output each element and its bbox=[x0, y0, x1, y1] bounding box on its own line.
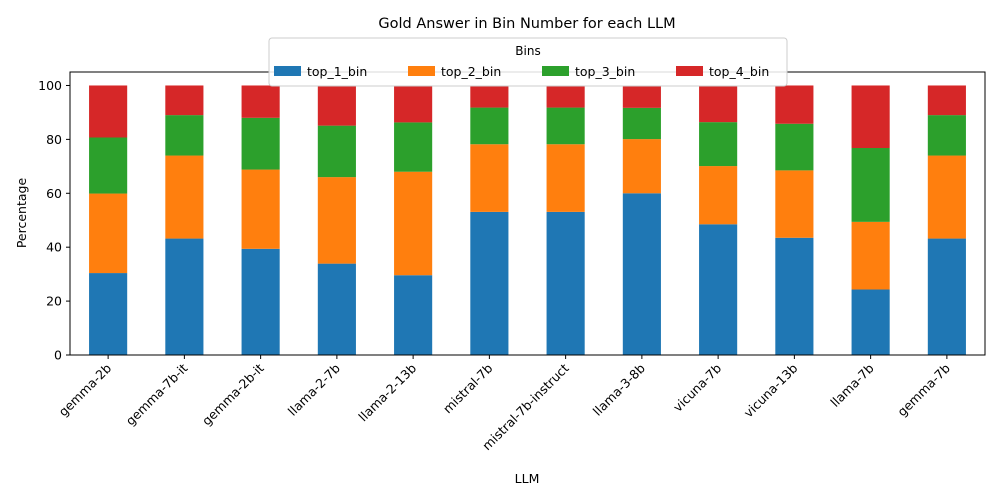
x-tick-label-llama-7b: llama-7b bbox=[827, 360, 876, 409]
bar-top_1_bin-vicuna-7b bbox=[699, 224, 738, 355]
legend-swatch-top_3_bin bbox=[542, 66, 569, 76]
bar-top_4_bin-gemma-7b bbox=[927, 85, 966, 116]
bar-top_3_bin-llama-7b bbox=[851, 148, 890, 222]
bar-top_1_bin-llama-3-8b bbox=[622, 193, 661, 355]
x-tick-label-llama-3-8b: llama-3-8b bbox=[590, 360, 648, 418]
bar-top_1_bin-mistral-7b-instruct bbox=[546, 211, 585, 355]
legend-title: Bins bbox=[515, 44, 540, 58]
legend-swatch-top_4_bin bbox=[676, 66, 703, 76]
x-tick-label-gemma-2b: gemma-2b bbox=[56, 360, 115, 419]
bar-top_1_bin-llama-2-13b bbox=[394, 275, 433, 355]
bar-top_4_bin-mistral-7b bbox=[470, 85, 509, 108]
bar-top_3_bin-llama-2-7b bbox=[317, 125, 356, 178]
bar-top_2_bin-mistral-7b-instruct bbox=[546, 144, 585, 212]
legend-swatch-top_2_bin bbox=[408, 66, 435, 76]
y-tick-label: 20 bbox=[46, 294, 62, 309]
x-axis: gemma-2b gemma-7b-it gemma-2b-it llama-2-7b… bbox=[56, 355, 953, 453]
bar-top_3_bin-mistral-7b-instruct bbox=[546, 107, 585, 145]
bar-top_1_bin-gemma-7b-it bbox=[165, 238, 204, 355]
bar-top_2_bin-llama-7b bbox=[851, 221, 890, 290]
x-tick-label-gemma-7b: gemma-7b bbox=[894, 360, 953, 419]
bar-top_3_bin-vicuna-13b bbox=[775, 123, 814, 171]
x-tick-label-llama-2-7b: llama-2-7b bbox=[285, 360, 343, 418]
y-tick-label: 0 bbox=[54, 348, 62, 363]
legend-label-top_1_bin: top_1_bin bbox=[307, 64, 367, 79]
legend-swatch-top_1_bin bbox=[274, 66, 301, 76]
y-axis-label: Percentage bbox=[14, 178, 29, 249]
legend: Bins top_1_bin top_2_bin top_3_bin top_4_bi… bbox=[268, 37, 788, 87]
bar-top_2_bin-llama-2-7b bbox=[317, 177, 356, 264]
x-tick-label-vicuna-13b: vicuna-13b bbox=[741, 360, 801, 420]
bar-top_4_bin-gemma-2b-it bbox=[241, 85, 280, 118]
bar-top_2_bin-vicuna-13b bbox=[775, 170, 814, 238]
bar-top_3_bin-llama-3-8b bbox=[622, 107, 661, 140]
bar-top_2_bin-vicuna-7b bbox=[699, 166, 738, 225]
legend-items: top_1_bin top_2_bin top_3_bin top_4_bin bbox=[274, 64, 769, 79]
bar-top_1_bin-vicuna-13b bbox=[775, 237, 814, 355]
bar-top_3_bin-gemma-2b bbox=[89, 137, 128, 194]
x-tick-label-mistral-7b-instruct: mistral-7b-instruct bbox=[479, 360, 572, 453]
y-tick-label: 100 bbox=[38, 78, 62, 93]
bars-layer bbox=[89, 85, 966, 355]
y-tick-label: 80 bbox=[46, 132, 62, 147]
x-tick-label-gemma-2b-it: gemma-2b-it bbox=[199, 360, 267, 428]
y-tick-label: 60 bbox=[46, 186, 62, 201]
bar-top_4_bin-llama-2-7b bbox=[317, 85, 356, 126]
legend-label-top_3_bin: top_3_bin bbox=[575, 64, 635, 79]
x-tick-label-mistral-7b: mistral-7b bbox=[440, 360, 496, 416]
bar-top_4_bin-mistral-7b-instruct bbox=[546, 85, 585, 108]
bar-top_1_bin-gemma-2b bbox=[89, 273, 128, 355]
x-tick-label-vicuna-7b: vicuna-7b bbox=[670, 360, 724, 414]
bar-top_2_bin-gemma-2b-it bbox=[241, 169, 280, 249]
y-axis: 0 20 40 60 80 100 bbox=[38, 78, 70, 363]
bar-top_3_bin-vicuna-7b bbox=[699, 122, 738, 167]
bar-top_3_bin-gemma-7b-it bbox=[165, 115, 204, 156]
x-tick-label-gemma-7b-it: gemma-7b-it bbox=[123, 360, 191, 428]
bar-top_2_bin-gemma-7b bbox=[927, 155, 966, 239]
bar-top_1_bin-gemma-2b-it bbox=[241, 248, 280, 355]
bar-top_4_bin-vicuna-7b bbox=[699, 85, 738, 123]
bar-top_3_bin-mistral-7b bbox=[470, 107, 509, 145]
bar-top_4_bin-gemma-7b-it bbox=[165, 85, 204, 116]
bar-top_1_bin-mistral-7b bbox=[470, 211, 509, 355]
bar-top_1_bin-gemma-7b bbox=[927, 238, 966, 355]
bar-top_4_bin-llama-3-8b bbox=[622, 85, 661, 108]
bar-top_4_bin-vicuna-13b bbox=[775, 85, 814, 124]
bar-top_3_bin-gemma-2b-it bbox=[241, 117, 280, 170]
plot-frame bbox=[69, 71, 986, 356]
bar-top_4_bin-llama-7b bbox=[851, 85, 890, 149]
bar-top_2_bin-llama-3-8b bbox=[622, 139, 661, 194]
bar-top_1_bin-llama-2-7b bbox=[317, 263, 356, 355]
bar-top_2_bin-llama-2-13b bbox=[394, 171, 433, 276]
legend-label-top_4_bin: top_4_bin bbox=[709, 64, 769, 79]
legend-label-top_2_bin: top_2_bin bbox=[441, 64, 501, 79]
bar-top_4_bin-llama-2-13b bbox=[394, 85, 433, 123]
chart-title: Gold Answer in Bin Number for each LLM bbox=[378, 16, 675, 32]
bar-top_2_bin-gemma-2b bbox=[89, 193, 128, 274]
bar-top_4_bin-gemma-2b bbox=[89, 85, 128, 138]
bar-top_1_bin-llama-7b bbox=[851, 289, 890, 355]
y-tick-label: 40 bbox=[46, 240, 62, 255]
legend-frame bbox=[268, 37, 788, 87]
bar-top_2_bin-mistral-7b bbox=[470, 144, 509, 212]
x-tick-label-llama-2-13b: llama-2-13b bbox=[355, 360, 419, 424]
x-axis-label: LLM bbox=[515, 471, 540, 486]
bar-top_3_bin-llama-2-13b bbox=[394, 122, 433, 172]
bar-top_3_bin-gemma-7b bbox=[927, 115, 966, 156]
bar-top_2_bin-gemma-7b-it bbox=[165, 155, 204, 239]
